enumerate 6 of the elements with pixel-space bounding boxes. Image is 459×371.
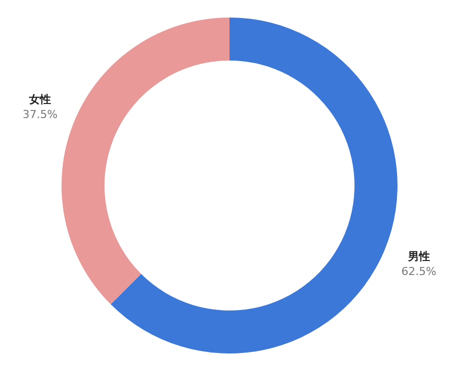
data-label: 37.5% bbox=[22, 108, 58, 122]
slice-label: 男性 bbox=[406, 250, 430, 263]
slice-label: 女性 bbox=[28, 93, 52, 106]
data-label: 62.5% bbox=[401, 264, 436, 278]
donut-slice bbox=[110, 18, 398, 354]
donut-slice bbox=[62, 18, 230, 304]
